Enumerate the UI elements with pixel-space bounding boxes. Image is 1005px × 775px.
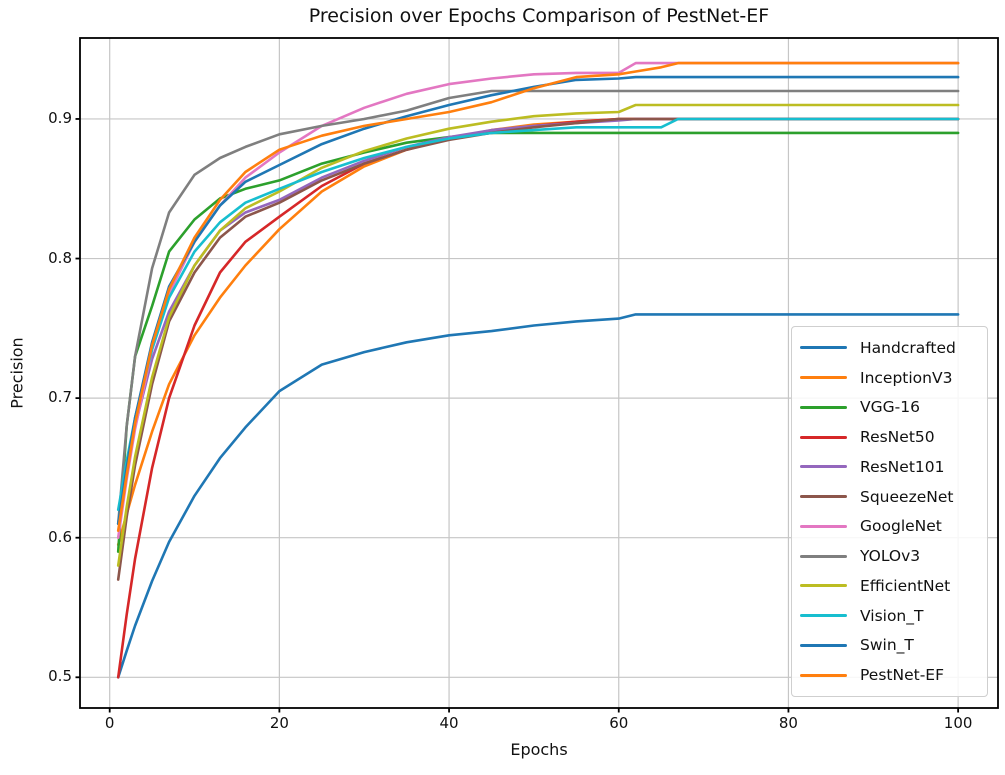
x-tick-label: 20 [269, 714, 289, 732]
legend-swatch-icon [800, 614, 847, 618]
series-line-YOLOv3 [116, 89, 960, 526]
chart-title: Precision over Epochs Comparison of Pest… [308, 5, 770, 27]
legend-item-VGG-16: VGG-16 [800, 393, 979, 422]
legend-item-EfficientNet: EfficientNet [800, 571, 979, 600]
legend-label: ResNet50 [860, 428, 935, 447]
legend-label: GoogleNet [860, 517, 942, 536]
x-tick-label: 60 [609, 714, 629, 732]
legend-item-PestNet-EF: PestNet-EF [800, 661, 979, 690]
legend-label: Swin_T [860, 636, 914, 655]
x-tick-label: 100 [943, 714, 973, 732]
legend-label: Handcrafted [860, 338, 956, 357]
y-tick-label: 0.5 [48, 667, 72, 686]
legend-swatch-icon [800, 554, 847, 558]
series-line-PestNet-EF [116, 61, 960, 532]
legend-label: Vision_T [860, 606, 924, 625]
legend-swatch-icon [800, 643, 847, 647]
legend-item-Swin_T: Swin_T [800, 631, 979, 660]
legend-item-GoogleNet: GoogleNet [800, 512, 979, 541]
legend-item-Handcrafted: Handcrafted [800, 333, 979, 362]
legend-swatch-icon [800, 495, 847, 499]
legend-swatch-icon [800, 524, 847, 528]
legend-swatch-icon [800, 673, 847, 677]
legend-item-YOLOv3: YOLOv3 [800, 542, 979, 571]
legend-label: YOLOv3 [860, 547, 921, 566]
legend-item-ResNet101: ResNet101 [800, 452, 979, 481]
legend-label: ResNet101 [860, 457, 945, 476]
legend-swatch-icon [800, 465, 847, 469]
x-tick-label: 80 [778, 714, 798, 732]
x-axis-label: Epochs [510, 740, 568, 759]
legend-label: VGG-16 [860, 398, 920, 417]
legend-swatch-icon [800, 405, 847, 409]
legend-label: InceptionV3 [860, 368, 953, 387]
axes-frame [79, 37, 999, 709]
series-line-VGG-16 [116, 131, 960, 553]
legend-item-InceptionV3: InceptionV3 [800, 363, 979, 392]
y-tick-label: 0.8 [48, 248, 72, 267]
legend-item-Vision_T: Vision_T [800, 601, 979, 630]
legend-swatch-icon [800, 584, 847, 588]
legend-swatch-icon [800, 346, 847, 350]
legend-swatch-icon [800, 435, 847, 439]
legend-item-SqueezeNet: SqueezeNet [800, 482, 979, 511]
series-line-Handcrafted [116, 313, 960, 679]
legend-swatch-icon [800, 376, 847, 380]
legend-label: EfficientNet [860, 576, 951, 595]
legend-label: PestNet-EF [860, 666, 944, 685]
legend: Handcrafted InceptionV3 VGG-16 ResNet50 ResN… [791, 326, 988, 697]
y-tick-label: 0.9 [48, 108, 72, 127]
series-line-Vision_T [116, 117, 960, 512]
y-tick-label: 0.6 [48, 527, 72, 546]
x-tick-label: 0 [104, 714, 115, 732]
legend-label: SqueezeNet [860, 487, 954, 506]
x-tick-label: 40 [439, 714, 459, 732]
series-line-EfficientNet [116, 103, 960, 567]
legend-item-ResNet50: ResNet50 [800, 423, 979, 452]
y-tick-label: 0.7 [48, 388, 72, 407]
